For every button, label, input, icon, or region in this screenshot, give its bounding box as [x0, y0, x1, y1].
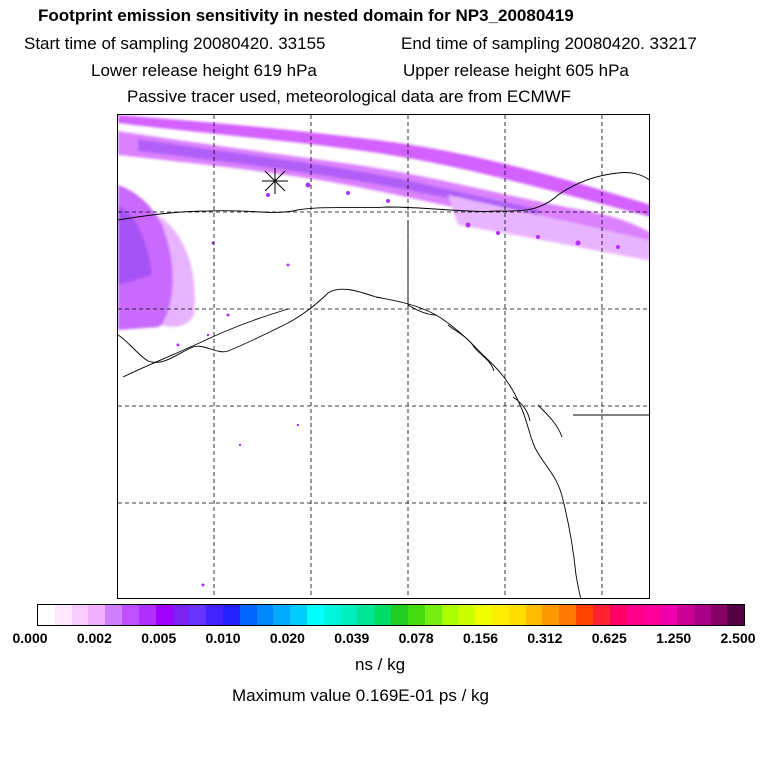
- color-swatch: [693, 605, 711, 625]
- color-scale-tick-label: 0.039: [334, 630, 370, 646]
- color-swatch: [340, 605, 358, 625]
- tracer-note-text: Passive tracer used, meteorological data…: [127, 87, 572, 106]
- color-swatch: [391, 605, 408, 625]
- unit-label: ns / kg: [355, 655, 406, 674]
- color-swatch: [307, 605, 324, 625]
- color-scale-tick-label: 1.250: [656, 630, 692, 646]
- color-scale-tick-label: 2.500: [720, 630, 756, 646]
- color-swatch: [357, 605, 375, 625]
- color-scale-tick-label: 0.078: [398, 630, 434, 646]
- color-swatch: [374, 605, 392, 625]
- color-scale-tick-label: 0.000: [12, 630, 48, 646]
- color-swatch: [256, 605, 274, 625]
- color-swatch: [542, 605, 560, 625]
- color-swatch: [660, 605, 677, 625]
- upper-release-text: Upper release height 605 hPa: [403, 61, 629, 80]
- color-swatch: [458, 605, 476, 625]
- color-swatch: [576, 605, 593, 625]
- color-swatch: [54, 605, 72, 625]
- color-swatch: [71, 605, 89, 625]
- color-swatch: [592, 605, 610, 625]
- color-swatch: [441, 605, 459, 625]
- color-scale-tick-label: 0.005: [141, 630, 177, 646]
- lower-release-text: Lower release height 619 hPa: [91, 61, 317, 80]
- color-swatch: [508, 605, 526, 625]
- color-swatch: [189, 605, 207, 625]
- color-scale-tick-label: 0.010: [205, 630, 241, 646]
- plume-layer: [118, 115, 649, 330]
- color-scale-ticks: 0.000 0.002 0.005 0.010 0.020 0.039 0.078 0.156…: [0, 630, 768, 650]
- color-swatch: [407, 605, 425, 625]
- color-swatch: [88, 605, 106, 625]
- plume-core: [138, 139, 538, 215]
- color-swatch: [38, 605, 55, 625]
- color-scale-tick-label: 0.625: [591, 630, 627, 646]
- plume-band-upper: [118, 115, 649, 217]
- color-swatch: [475, 605, 492, 625]
- color-swatch: [172, 605, 190, 625]
- color-scale-bar: [37, 604, 745, 626]
- color-swatch: [222, 605, 240, 625]
- color-swatch: [206, 605, 223, 625]
- coastline: [118, 172, 649, 598]
- color-swatch: [273, 605, 291, 625]
- plume-left-edge: [158, 215, 195, 327]
- color-swatch: [323, 605, 341, 625]
- color-scale-tick-label: 0.312: [527, 630, 563, 646]
- lat-lon-grid: [118, 115, 649, 598]
- plot-title: Footprint emission sensitivity in nested…: [38, 6, 574, 25]
- map-panel: [117, 114, 650, 599]
- start-sampling-text: Start time of sampling 20080420. 33155: [24, 34, 326, 53]
- release-star-icon: [262, 168, 288, 194]
- color-swatch: [122, 605, 139, 625]
- color-swatch: [643, 605, 661, 625]
- color-swatch: [105, 605, 123, 625]
- color-swatch: [559, 605, 576, 625]
- color-scale-tick-label: 0.156: [463, 630, 499, 646]
- color-swatch: [525, 605, 543, 625]
- plume-left-core: [118, 205, 152, 285]
- color-swatch: [424, 605, 442, 625]
- color-swatch: [676, 605, 694, 625]
- color-swatch: [710, 605, 728, 625]
- color-scale-tick-label: 0.002: [76, 630, 112, 646]
- color-swatch: [626, 605, 644, 625]
- maximum-value-text: Maximum value 0.169E-01 ps / kg: [232, 686, 490, 705]
- plume-speckles: [176, 182, 620, 587]
- color-swatch: [239, 605, 257, 625]
- color-swatch: [138, 605, 156, 625]
- map-canvas: [118, 115, 649, 598]
- color-swatch: [609, 605, 627, 625]
- color-swatch: [727, 605, 745, 625]
- color-swatch: [491, 605, 509, 625]
- end-sampling-text: End time of sampling 20080420. 33217: [401, 34, 697, 53]
- color-scale-tick-label: 0.020: [269, 630, 305, 646]
- color-swatch: [290, 605, 307, 625]
- color-swatch: [155, 605, 173, 625]
